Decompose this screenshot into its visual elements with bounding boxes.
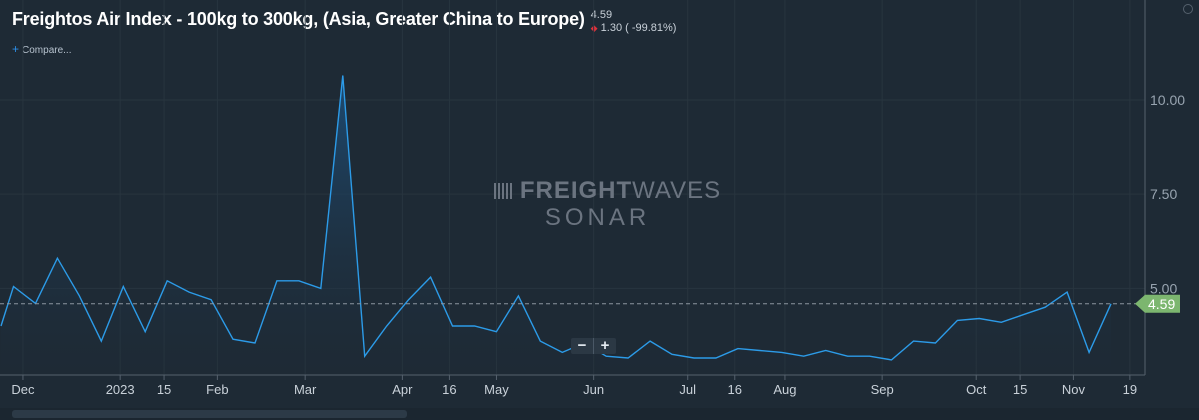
value-block: 4.59 ◆ 1.30 ( -99.81%) xyxy=(591,9,677,35)
data-point[interactable] xyxy=(183,286,195,298)
data-point[interactable] xyxy=(622,352,634,364)
x-tick-label: 16 xyxy=(442,382,456,397)
data-point[interactable] xyxy=(1083,346,1095,358)
zoom-in-button[interactable]: + xyxy=(600,337,610,354)
zoom-divider xyxy=(593,338,594,354)
y-tick-label: 5.00 xyxy=(1150,280,1177,296)
data-point[interactable] xyxy=(534,335,546,347)
x-tick-label: Feb xyxy=(206,382,228,397)
data-point[interactable] xyxy=(73,290,85,302)
data-point[interactable] xyxy=(117,280,129,292)
change-text: 1.30 ( -99.81%) xyxy=(600,22,677,34)
data-point[interactable] xyxy=(51,252,63,264)
last-value: 4.59 xyxy=(590,9,613,21)
x-tick-label: Aug xyxy=(773,382,796,397)
navigator-bar[interactable] xyxy=(0,408,1199,420)
price-chart[interactable]: Dec 2023 15 Feb Mar Apr 16 May Jun Jul 16 Aug Sep Oct… xyxy=(0,0,1199,408)
x-tick-label: Jul xyxy=(679,382,696,397)
data-point[interactable] xyxy=(490,326,502,338)
data-point[interactable] xyxy=(864,350,876,362)
x-tick-label: Dec xyxy=(11,382,35,397)
compare-label: Compare... xyxy=(22,45,72,56)
data-point[interactable] xyxy=(820,345,832,357)
y-tick-label: 10.00 xyxy=(1150,92,1185,108)
x-tick-label: Mar xyxy=(294,382,317,397)
data-point[interactable] xyxy=(139,326,151,338)
chart-header: Freightos Air Index - 100kg to 300kg, (A… xyxy=(12,8,676,35)
x-tick-label: 19 xyxy=(1123,382,1137,397)
data-point[interactable] xyxy=(1039,301,1051,313)
data-point[interactable] xyxy=(973,312,985,324)
y-tick-label: 7.50 xyxy=(1150,186,1177,202)
data-point[interactable] xyxy=(907,335,919,347)
zoom-controls: − + xyxy=(571,338,616,354)
data-point[interactable] xyxy=(732,343,744,355)
data-point[interactable] xyxy=(754,345,766,357)
x-tick-label: Jun xyxy=(583,382,604,397)
data-point[interactable] xyxy=(293,275,305,287)
data-point[interactable] xyxy=(1061,286,1073,298)
x-tick-label: May xyxy=(484,382,509,397)
navigator-thumb[interactable] xyxy=(12,410,407,418)
last-value-tag xyxy=(1135,294,1180,313)
data-point[interactable] xyxy=(776,346,788,358)
data-point[interactable] xyxy=(710,352,722,364)
data-point[interactable] xyxy=(425,271,437,283)
data-point[interactable] xyxy=(556,346,568,358)
zoom-out-button[interactable]: − xyxy=(577,337,587,354)
x-tick-label: Apr xyxy=(392,382,413,397)
x-tick-label: 15 xyxy=(157,382,171,397)
data-point[interactable] xyxy=(447,320,459,332)
data-point[interactable] xyxy=(271,275,283,287)
last-value-tag-label: 4.59 xyxy=(1148,296,1175,312)
data-point[interactable] xyxy=(951,314,963,326)
data-point[interactable] xyxy=(95,335,107,347)
data-point[interactable] xyxy=(315,282,327,294)
data-point[interactable] xyxy=(337,70,349,82)
settings-icon[interactable] xyxy=(1183,4,1193,14)
x-tick-label: 2023 xyxy=(106,382,135,397)
data-point[interactable] xyxy=(512,290,524,302)
data-point[interactable] xyxy=(644,335,656,347)
compare-button[interactable]: + Compare... xyxy=(12,42,71,56)
data-point[interactable] xyxy=(995,316,1007,328)
data-point[interactable] xyxy=(381,320,393,332)
data-point[interactable] xyxy=(886,354,898,366)
data-point[interactable] xyxy=(842,350,854,362)
axis-ticks: Dec 2023 15 Feb Mar Apr 16 May Jun Jul 16 Aug Sep Oct… xyxy=(0,0,1185,397)
data-point[interactable] xyxy=(161,275,173,287)
data-point[interactable] xyxy=(8,280,20,292)
data-point[interactable] xyxy=(227,333,239,345)
data-point[interactable] xyxy=(249,337,261,349)
x-tick-label: 16 xyxy=(728,382,742,397)
x-tick-label: 15 xyxy=(1013,382,1027,397)
data-point[interactable] xyxy=(468,320,480,332)
data-point[interactable] xyxy=(688,352,700,364)
chart-title: Freightos Air Index - 100kg to 300kg, (A… xyxy=(12,9,585,29)
plot-area xyxy=(0,70,1145,375)
x-tick-label: Oct xyxy=(966,382,987,397)
series-area xyxy=(1,75,1111,375)
data-point[interactable] xyxy=(798,350,810,362)
data-point[interactable] xyxy=(359,350,371,362)
plus-icon: + xyxy=(12,42,20,56)
x-tick-label: Sep xyxy=(871,382,894,397)
series-line[interactable] xyxy=(0,75,1112,361)
x-tick-label: Nov xyxy=(1062,382,1086,397)
data-point[interactable] xyxy=(666,348,678,360)
data-point[interactable] xyxy=(929,337,941,349)
data-point[interactable] xyxy=(1017,309,1029,321)
